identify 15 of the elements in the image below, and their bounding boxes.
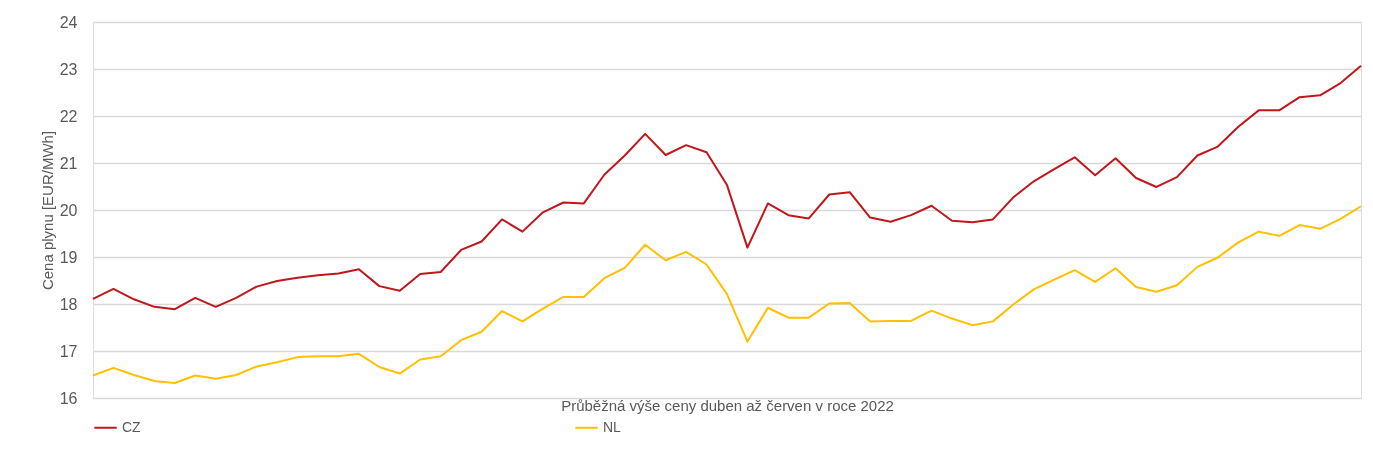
legend-label: NL (603, 418, 622, 435)
y-tick-label: 16 (59, 389, 78, 407)
y-tick-label: 24 (59, 13, 78, 31)
y-tick-label: 21 (59, 154, 78, 172)
y-tick-label: 20 (59, 201, 78, 219)
y-tick-label: 17 (59, 342, 78, 360)
y-axis-title: Cena plynu [EUR/MWh] (38, 130, 56, 291)
y-tick-label: 18 (59, 295, 78, 313)
y-tick-label: 19 (59, 248, 78, 266)
line-series (92, 64, 1362, 311)
y-tick-label: 22 (59, 107, 78, 125)
legend-label: CZ (122, 418, 142, 435)
y-tick-label: 23 (59, 60, 78, 78)
x-axis-title: Průběžná výše ceny duben až červen v roce 2022 (561, 396, 894, 414)
line-series (92, 205, 1362, 384)
